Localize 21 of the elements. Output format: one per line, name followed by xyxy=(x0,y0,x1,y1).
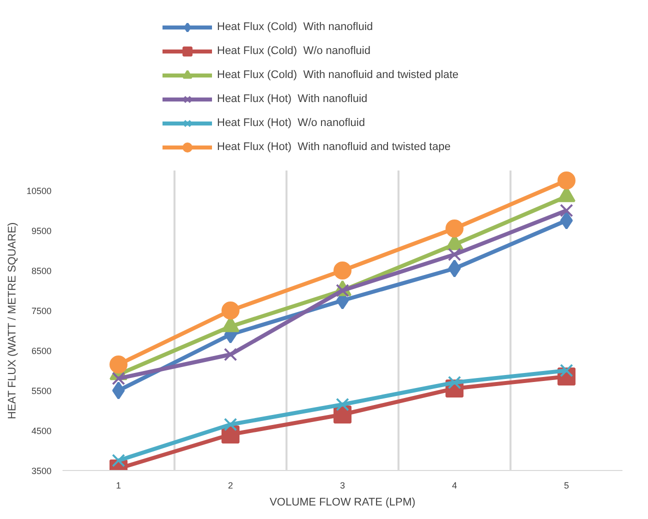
legend-label: Heat Flux (Cold) With nanofluid and twisted plate xyxy=(217,69,459,81)
legend-label: Heat Flux (Hot) With nanofluid xyxy=(217,93,368,105)
x-tick-label: 1 xyxy=(116,480,122,490)
y-tick-label: 5500 xyxy=(31,386,52,396)
y-tick-label: 10500 xyxy=(26,186,52,196)
legend-label: Heat Flux (Cold) With nanofluid xyxy=(217,21,373,33)
x-tick-label: 4 xyxy=(452,480,458,490)
legend-label: Heat Flux (Cold) W/o nanofluid xyxy=(217,45,370,57)
y-tick-label: 3500 xyxy=(31,466,52,476)
y-tick-label: 4500 xyxy=(31,426,52,436)
legend-label: Heat Flux (Hot) W/o nanofluid xyxy=(217,117,365,129)
y-tick-label: 8500 xyxy=(31,266,52,276)
y-tick-label: 6500 xyxy=(31,346,52,356)
y-axis-title: HEAT FLUX (WATT / METRE SQUARE) xyxy=(6,222,18,420)
x-tick-label: 3 xyxy=(340,480,346,490)
x-tick-label: 2 xyxy=(228,480,234,490)
legend-label: Heat Flux (Hot) With nanofluid and twisted tape xyxy=(217,141,451,153)
x-axis-title: VOLUME FLOW RATE (LPM) xyxy=(270,496,416,508)
y-tick-label: 7500 xyxy=(31,306,52,316)
x-tick-label: 5 xyxy=(564,480,570,490)
y-tick-label: 9500 xyxy=(31,226,52,236)
